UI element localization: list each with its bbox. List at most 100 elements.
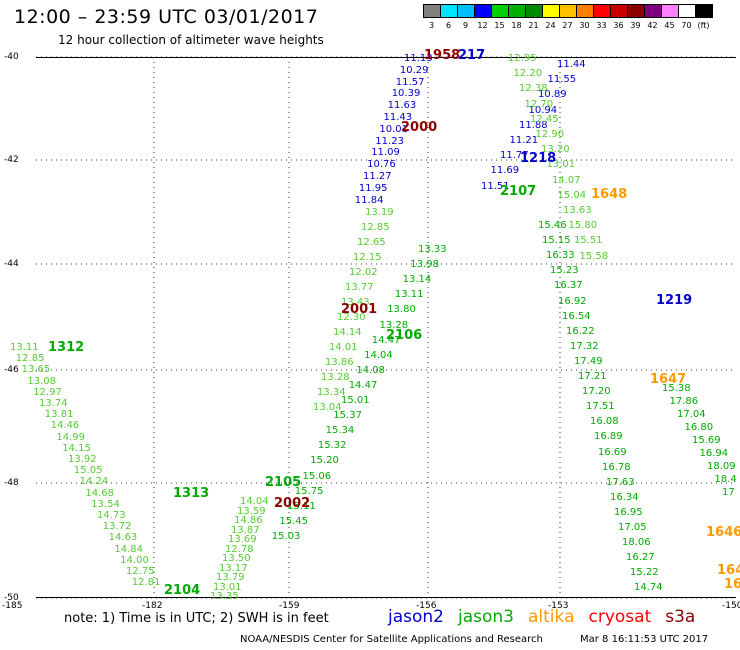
wave-height-value: 15.03 [271, 530, 301, 542]
wave-height-value: 13.72 [102, 521, 132, 533]
wave-height-value: 11.77 [500, 150, 529, 162]
scale-label: 21 [528, 21, 539, 30]
wave-height-value: 16.54 [562, 310, 591, 322]
wave-height-value: 12.85 [15, 353, 45, 365]
wave-height-value: 13.50 [222, 553, 251, 564]
wave-height-value: 12.02 [349, 267, 378, 278]
wave-height-value: 13.01 [213, 581, 242, 593]
wave-height-value: 15.51 [574, 235, 603, 247]
pass-time-label: 1218 [520, 151, 557, 166]
latitude-label: -42 [4, 155, 19, 165]
wave-height-value: 15.37 [333, 410, 362, 422]
wave-height-value: 15.75 [294, 485, 324, 497]
wave-height-value: 16.27 [626, 552, 655, 564]
wave-height-value: 13.08 [27, 375, 57, 387]
wave-height-value: 17 [722, 487, 735, 498]
wave-height-value: 15.46 [538, 220, 567, 231]
wave-height-value: 17.32 [570, 340, 599, 352]
wave-height-value: 13.01 [546, 159, 576, 171]
wave-height-value: 13.77 [345, 282, 374, 293]
wave-height-value: 15.04 [557, 189, 587, 201]
satellite-name: jason3 [458, 607, 514, 627]
latitude-label: -50 [4, 593, 19, 603]
pass-time-label: 2104 [164, 583, 201, 598]
wave-height-value: 13.11 [10, 342, 39, 353]
wave-height-value: 12.70 [524, 98, 554, 110]
wave-height-value: 10.39 [391, 88, 421, 100]
wave-height-value: 13.98 [410, 259, 439, 271]
wave-height-value: 11.69 [490, 165, 520, 177]
pass-time-label: 2107 [500, 184, 537, 199]
wave-height-value: 13.43 [341, 297, 370, 308]
wave-height-value: 10.89 [538, 89, 567, 101]
wave-height-value: 13.14 [402, 274, 432, 286]
wave-height-value: 14.24 [79, 476, 109, 488]
generation-timestamp: Mar 8 16:11:53 UTC 2017 [580, 634, 709, 645]
scale-label: 27 [562, 21, 573, 30]
wave-height-value: 13.92 [68, 454, 97, 465]
satellite-name: cryosat [588, 607, 652, 627]
wave-height-value: 10.29 [399, 64, 429, 76]
scale-label: 3 [428, 21, 435, 30]
wave-height-value: 13.28 [379, 319, 409, 331]
wave-height-value: 15.38 [662, 383, 691, 394]
pass-time-label: 2000 [401, 120, 438, 135]
wave-height-value: 14.47 [348, 379, 378, 391]
wave-height-value: 14.68 [85, 487, 115, 499]
pass-time-label: 16 [724, 577, 740, 592]
wave-height-value: 15.05 [73, 465, 103, 477]
wave-height-value: 13.33 [418, 244, 447, 255]
pass-time-label: 1647 [650, 372, 687, 387]
wave-height-value: 12.85 [361, 222, 390, 233]
pass-time-label: 217 [458, 48, 486, 63]
wave-height-value: 14.14 [333, 327, 362, 338]
wave-height-value: 12.65 [357, 237, 386, 248]
wave-height-value: 12.20 [513, 68, 543, 80]
wave-height-value: 12.81 [131, 577, 161, 589]
chart-title: 12:00 – 23:59 UTC 03/01/2017 [14, 6, 319, 28]
wave-height-value: 15.22 [630, 567, 659, 579]
map-frame [36, 57, 736, 598]
wave-height-value: 15.06 [302, 470, 332, 482]
wave-height-value: 14.15 [62, 442, 91, 454]
wave-height-value: 17.20 [582, 386, 611, 398]
wave-height-value: 13.79 [216, 572, 245, 583]
pass-time-label: 1646 [706, 525, 740, 540]
color-scale-labels: 3 6 9 12 15 18 21 24 27 30 33 36 39 42 45 70 (ft) [423, 21, 712, 30]
pass-time-label: 2001 [341, 302, 378, 317]
satellite-legend: jason2 jason3 altika cryosat s3a [388, 607, 695, 627]
longitude-label: -159 [279, 601, 300, 611]
wave-height-value: 13.81 [44, 409, 74, 421]
wave-height-value: 14.47 [371, 334, 401, 346]
wave-height-value: 11.43 [383, 112, 413, 123]
pass-time-label: 1958 [424, 48, 461, 63]
pass-time-label: 1312 [48, 340, 85, 355]
wave-height-value: 16.37 [554, 280, 583, 292]
wave-height-value: 13.87 [231, 524, 260, 536]
satellite-name: jason2 [388, 607, 444, 627]
pass-time-label: 164 [717, 563, 740, 578]
wave-height-value: 14.00 [120, 554, 149, 566]
scale-label: 9 [462, 21, 469, 30]
wave-height-value: 11.88 [519, 119, 548, 131]
wave-height-value: 15.58 [579, 250, 609, 262]
wave-height-value: 13.59 [237, 505, 266, 517]
scale-label: 6 [445, 21, 452, 30]
wave-height-value: 16.92 [558, 295, 587, 307]
pass-time-label: 1313 [173, 486, 210, 501]
wave-height-value: 11.23 [375, 135, 404, 147]
wave-height-value: 14.01 [329, 342, 358, 353]
wave-height-value: 12.38 [519, 83, 548, 95]
wave-height-value: 10.94 [528, 104, 558, 116]
wave-height-value: 11.95 [358, 182, 388, 194]
wave-height-value: 15.01 [341, 395, 370, 406]
wave-height-value: 15.34 [325, 425, 355, 437]
wave-height-value: 13.20 [541, 144, 570, 156]
scale-label: 42 [647, 21, 658, 30]
wave-height-value: 14.99 [56, 431, 86, 443]
wave-height-value: 12.97 [33, 386, 62, 398]
wave-height-value: 17.86 [669, 396, 699, 407]
wave-height-value: 10.76 [367, 159, 396, 171]
wave-height-value: 13.63 [563, 205, 592, 216]
wave-height-value: 14.08 [356, 364, 386, 376]
